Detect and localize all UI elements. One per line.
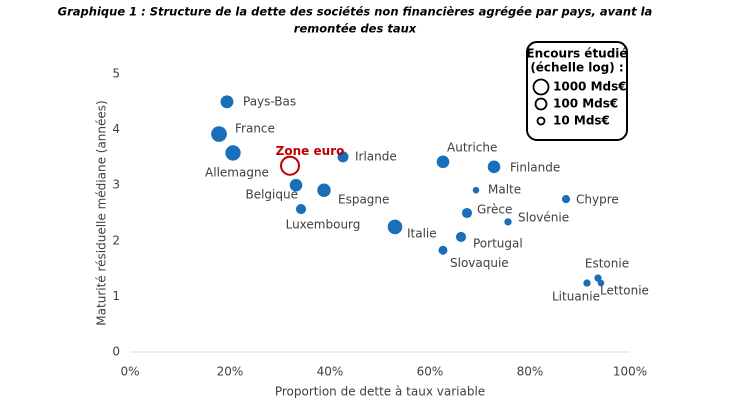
point-label: Belgique [245, 188, 298, 202]
x-tick-label: 100% [613, 365, 647, 379]
legend-bubble [536, 116, 546, 126]
bubble [289, 178, 303, 192]
bubble [594, 274, 602, 282]
reference-label: Zone euro [276, 144, 345, 158]
point-label: Malte [488, 183, 521, 197]
legend-label: 100 Mds€ [553, 97, 618, 111]
y-tick-label: 0 [112, 345, 120, 359]
bubble [317, 183, 331, 197]
point-label: Grèce [477, 203, 512, 217]
x-tick-label: 40% [317, 365, 344, 379]
legend-bubble [534, 97, 548, 111]
x-axis-label: Proportion de dette à taux variable [275, 385, 485, 399]
bubble [597, 279, 605, 287]
chart-title: Graphique 1 : Structure de la dette des … [58, 5, 653, 19]
point-label: Chypre [576, 193, 619, 207]
point-label: Autriche [447, 140, 497, 154]
point-label: Lettonie [600, 284, 649, 298]
point-label: Luxembourg [286, 218, 361, 232]
bubble [211, 126, 227, 142]
point-label: France [235, 122, 275, 136]
bubble [504, 218, 512, 226]
legend-bubble [532, 78, 550, 96]
point-label: Finlande [510, 160, 560, 174]
x-tick-label: 60% [417, 365, 444, 379]
point-label: Pays-Bas [243, 94, 296, 108]
bubble [455, 231, 467, 242]
bubble [225, 145, 241, 161]
bubble [337, 151, 349, 163]
bubble [487, 160, 501, 174]
legend-label: 1000 Mds€ [553, 80, 627, 94]
point-label: Irlande [355, 149, 397, 163]
y-tick-label: 5 [112, 67, 120, 81]
chart-title: remontée des taux [294, 22, 417, 36]
x-tick-label: 20% [217, 365, 244, 379]
bubble [583, 279, 591, 287]
reference-bubble [280, 155, 300, 176]
bubble [295, 204, 307, 215]
legend-title: Encours étudié [526, 47, 627, 61]
x-tick-label: 0% [120, 365, 139, 379]
y-tick-label: 2 [112, 233, 120, 247]
legend-label: 10 Mds€ [553, 114, 610, 128]
bubble [472, 186, 480, 194]
bubble [438, 245, 448, 255]
bubble [436, 155, 450, 169]
point-label: Italie [407, 226, 437, 240]
point-label: Espagne [338, 193, 389, 207]
point-label: Slovénie [518, 210, 569, 224]
point-label: Estonie [585, 257, 629, 271]
point-label: Lituanie [552, 290, 600, 304]
legend-box [526, 41, 628, 141]
y-tick-label: 1 [112, 289, 120, 303]
bubble [220, 95, 234, 109]
bubble [387, 219, 403, 235]
y-tick-label: 3 [112, 178, 120, 192]
point-label: Allemagne [205, 165, 269, 179]
bubble [561, 194, 571, 204]
point-label: Portugal [473, 236, 523, 250]
y-axis-label: Maturité résiduelle médiane (années) [95, 100, 109, 325]
point-label: Slovaquie [450, 256, 509, 270]
bubble [461, 207, 473, 219]
y-tick-label: 4 [112, 122, 120, 136]
legend-title: (échelle log) : [530, 61, 623, 75]
x-tick-label: 80% [517, 365, 544, 379]
